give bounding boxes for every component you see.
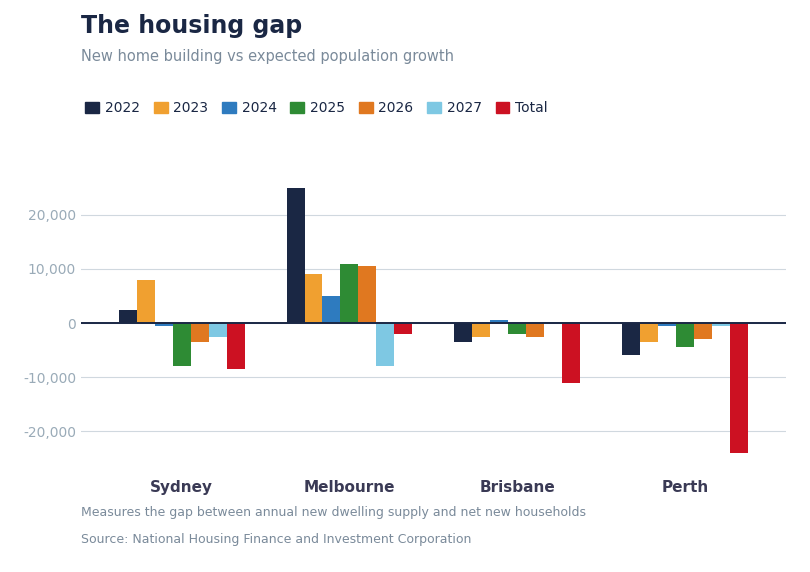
Bar [377, 323, 394, 366]
Bar [119, 309, 137, 323]
Bar [544, 322, 562, 323]
Bar [359, 266, 377, 323]
Text: Measures the gap between annual new dwelling supply and net new households: Measures the gap between annual new dwel… [81, 506, 586, 519]
Bar [562, 323, 580, 383]
Bar [137, 280, 155, 323]
Bar [209, 323, 227, 336]
Bar [173, 323, 190, 366]
Bar [640, 323, 658, 342]
Bar [305, 275, 322, 323]
Bar [526, 323, 544, 336]
Bar [622, 323, 640, 355]
Bar [694, 323, 712, 339]
Bar [155, 323, 173, 325]
Bar [730, 323, 748, 453]
Bar [712, 323, 730, 325]
Bar [490, 320, 508, 323]
Bar [394, 323, 412, 334]
Bar [227, 323, 245, 369]
Bar [658, 323, 676, 325]
Text: The housing gap: The housing gap [81, 14, 302, 38]
Bar [190, 323, 209, 342]
Legend: 2022, 2023, 2024, 2025, 2026, 2027, Total: 2022, 2023, 2024, 2025, 2026, 2027, Tota… [80, 96, 553, 121]
Bar [454, 323, 472, 342]
Bar [676, 323, 694, 347]
Bar [340, 264, 359, 323]
Bar [287, 188, 305, 323]
Text: New home building vs expected population growth: New home building vs expected population… [81, 49, 454, 63]
Bar [508, 323, 526, 334]
Text: Source: National Housing Finance and Investment Corporation: Source: National Housing Finance and Inv… [81, 533, 471, 546]
Bar [472, 323, 490, 336]
Bar [322, 296, 340, 323]
